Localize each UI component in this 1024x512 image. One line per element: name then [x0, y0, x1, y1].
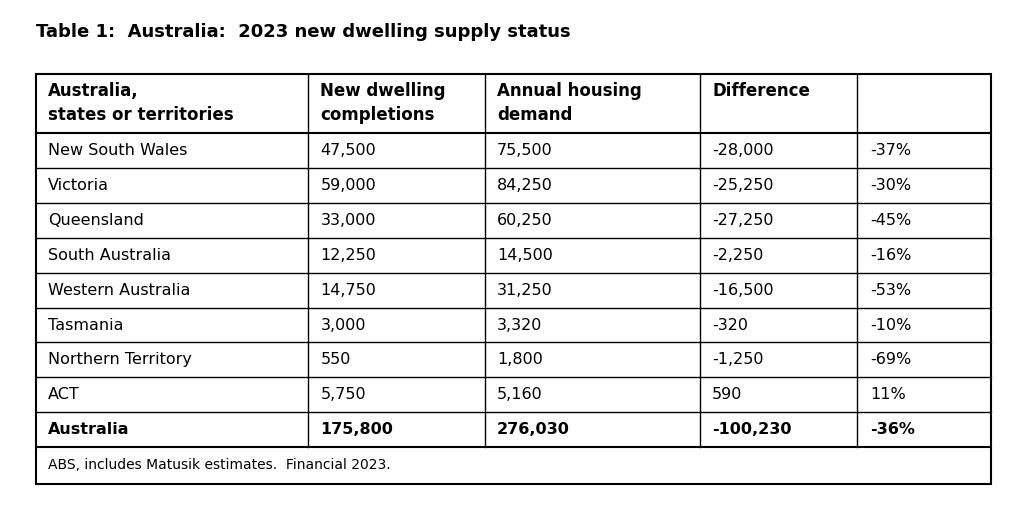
- Text: -16,500: -16,500: [712, 283, 774, 297]
- Text: Australia: Australia: [48, 422, 130, 437]
- Text: -69%: -69%: [869, 352, 911, 368]
- Text: -37%: -37%: [869, 143, 911, 158]
- Text: 5,160: 5,160: [498, 387, 543, 402]
- Text: 1,800: 1,800: [498, 352, 543, 368]
- Text: 59,000: 59,000: [321, 178, 376, 193]
- Text: 14,500: 14,500: [498, 248, 553, 263]
- Text: New South Wales: New South Wales: [48, 143, 187, 158]
- Text: 11%: 11%: [869, 387, 905, 402]
- Text: -2,250: -2,250: [712, 248, 764, 263]
- Text: 84,250: 84,250: [498, 178, 553, 193]
- Text: 33,000: 33,000: [321, 213, 376, 228]
- Text: -25,250: -25,250: [712, 178, 773, 193]
- Text: completions: completions: [321, 105, 435, 123]
- Text: Australia,: Australia,: [48, 82, 139, 100]
- Text: -320: -320: [712, 317, 749, 333]
- Text: -30%: -30%: [869, 178, 911, 193]
- Text: -27,250: -27,250: [712, 213, 773, 228]
- Text: -100,230: -100,230: [712, 422, 792, 437]
- Text: Western Australia: Western Australia: [48, 283, 190, 297]
- Text: ABS, includes Matusik estimates.  Financial 2023.: ABS, includes Matusik estimates. Financi…: [48, 458, 391, 473]
- Text: 590: 590: [712, 387, 742, 402]
- Text: states or territories: states or territories: [48, 105, 233, 123]
- Text: 276,030: 276,030: [498, 422, 570, 437]
- Text: South Australia: South Australia: [48, 248, 171, 263]
- Text: Northern Territory: Northern Territory: [48, 352, 193, 368]
- Text: 5,750: 5,750: [321, 387, 366, 402]
- Text: Difference: Difference: [712, 82, 810, 100]
- Text: 75,500: 75,500: [498, 143, 553, 158]
- Text: -36%: -36%: [869, 422, 914, 437]
- Text: 60,250: 60,250: [498, 213, 553, 228]
- Text: 14,750: 14,750: [321, 283, 376, 297]
- Text: ACT: ACT: [48, 387, 80, 402]
- Text: 175,800: 175,800: [321, 422, 393, 437]
- Text: 550: 550: [321, 352, 351, 368]
- Text: 12,250: 12,250: [321, 248, 376, 263]
- Text: -45%: -45%: [869, 213, 911, 228]
- Text: -10%: -10%: [869, 317, 911, 333]
- Text: -16%: -16%: [869, 248, 911, 263]
- Text: -28,000: -28,000: [712, 143, 774, 158]
- Text: Annual housing: Annual housing: [498, 82, 642, 100]
- Text: Tasmania: Tasmania: [48, 317, 124, 333]
- Text: Victoria: Victoria: [48, 178, 110, 193]
- Text: 3,320: 3,320: [498, 317, 543, 333]
- Text: -53%: -53%: [869, 283, 911, 297]
- Text: 3,000: 3,000: [321, 317, 366, 333]
- Text: 47,500: 47,500: [321, 143, 376, 158]
- Text: 31,250: 31,250: [498, 283, 553, 297]
- Text: Table 1:  Australia:  2023 new dwelling supply status: Table 1: Australia: 2023 new dwelling su…: [36, 23, 570, 41]
- Text: -1,250: -1,250: [712, 352, 764, 368]
- Text: demand: demand: [498, 105, 572, 123]
- Text: New dwelling: New dwelling: [321, 82, 445, 100]
- Text: Queensland: Queensland: [48, 213, 144, 228]
